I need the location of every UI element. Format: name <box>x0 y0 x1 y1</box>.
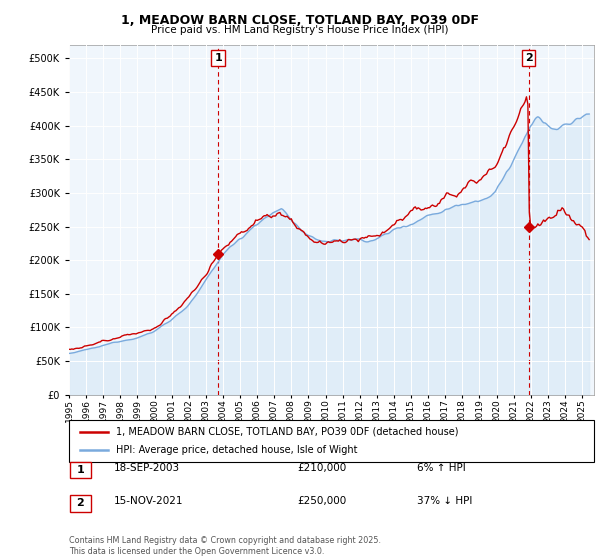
Text: 1, MEADOW BARN CLOSE, TOTLAND BAY, PO39 0DF: 1, MEADOW BARN CLOSE, TOTLAND BAY, PO39 … <box>121 14 479 27</box>
FancyBboxPatch shape <box>69 420 594 462</box>
Text: £250,000: £250,000 <box>297 496 346 506</box>
Text: Price paid vs. HM Land Registry's House Price Index (HPI): Price paid vs. HM Land Registry's House … <box>151 25 449 35</box>
Text: 1, MEADOW BARN CLOSE, TOTLAND BAY, PO39 0DF (detached house): 1, MEADOW BARN CLOSE, TOTLAND BAY, PO39 … <box>116 427 459 437</box>
Text: 37% ↓ HPI: 37% ↓ HPI <box>417 496 472 506</box>
FancyBboxPatch shape <box>70 496 91 511</box>
Text: 18-SEP-2003: 18-SEP-2003 <box>114 463 180 473</box>
Text: 15-NOV-2021: 15-NOV-2021 <box>114 496 184 506</box>
Text: 1: 1 <box>214 53 222 63</box>
Text: HPI: Average price, detached house, Isle of Wight: HPI: Average price, detached house, Isle… <box>116 445 358 455</box>
Text: 6% ↑ HPI: 6% ↑ HPI <box>417 463 466 473</box>
Text: Contains HM Land Registry data © Crown copyright and database right 2025.
This d: Contains HM Land Registry data © Crown c… <box>69 536 381 556</box>
FancyBboxPatch shape <box>70 462 91 478</box>
Text: £210,000: £210,000 <box>297 463 346 473</box>
Text: 2: 2 <box>525 53 533 63</box>
Text: 1: 1 <box>77 465 84 475</box>
Text: 2: 2 <box>77 498 84 508</box>
